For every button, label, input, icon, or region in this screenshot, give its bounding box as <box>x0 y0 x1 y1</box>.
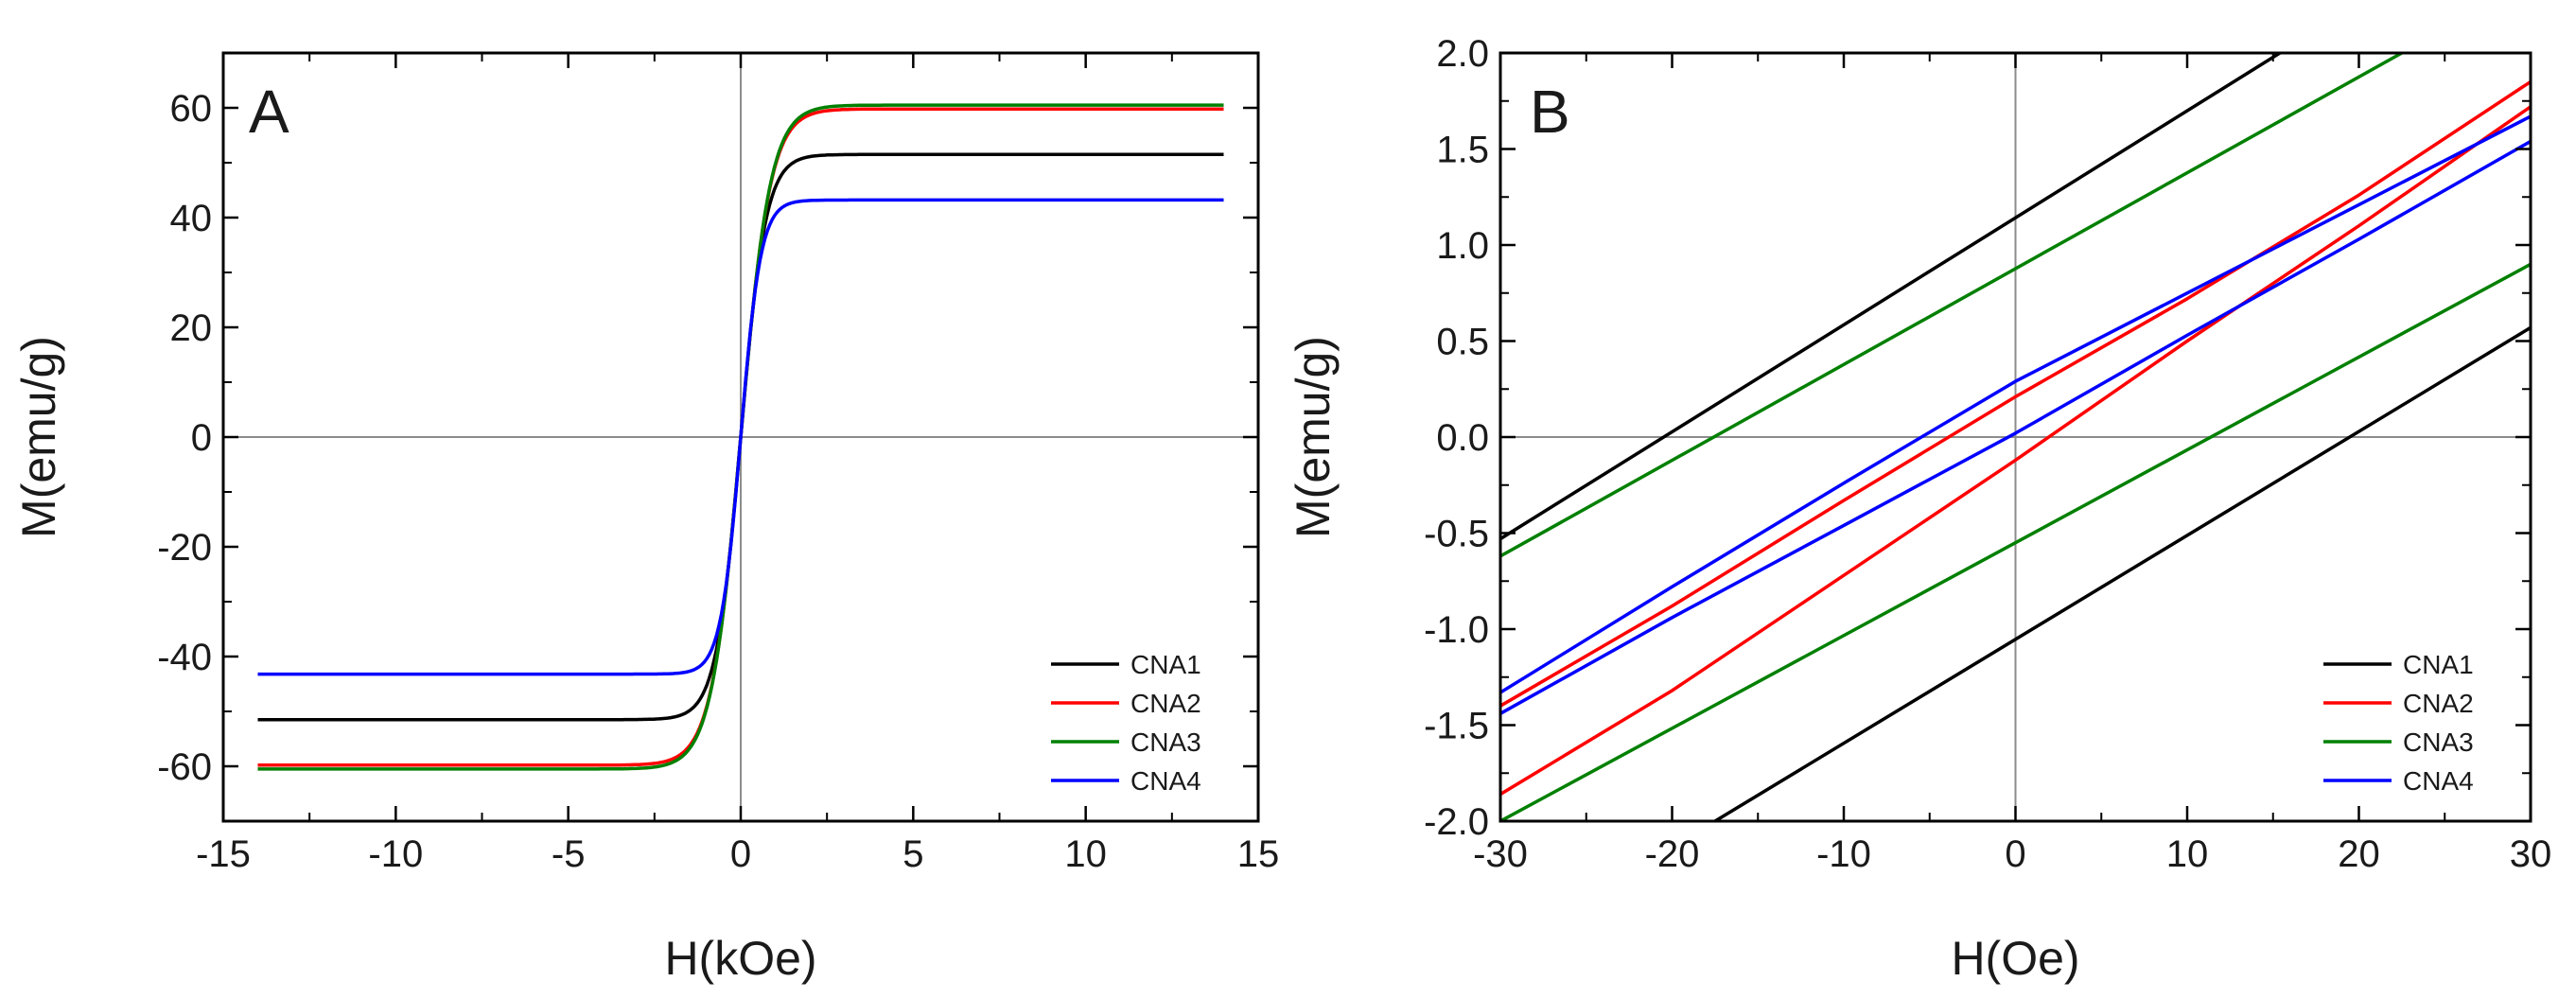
y-tick-label: -20 <box>157 527 212 569</box>
y-tick-label: -0.5 <box>1424 514 1489 555</box>
panel-label: B <box>1530 78 1570 146</box>
series-cna1-branch-upper <box>1500 53 2281 541</box>
legend-label-cna1: CNA1 <box>2403 650 2474 679</box>
chart-panel-b: -30 -20 -10 0 10 20 30 -2.0 -1.5 -1.0 -0.5 0.0 0.5 1.… <box>1287 33 2551 985</box>
y-tick-label: 60 <box>170 88 213 130</box>
x-tick-label: 5 <box>902 833 923 875</box>
y-tick-label: 0.0 <box>1436 417 1489 459</box>
x-tick-label: -20 <box>1645 833 1700 875</box>
legend-label-cna2: CNA2 <box>2403 689 2474 718</box>
y-tick-label: 0.5 <box>1436 322 1489 363</box>
x-tick-label: 15 <box>1237 833 1280 875</box>
x-tick-label: -5 <box>552 833 586 875</box>
series-cna2-branch-upper <box>1500 79 2531 708</box>
y-tick-label: -1.5 <box>1424 706 1489 747</box>
x-tick-label: 10 <box>2166 833 2209 875</box>
y-tick-label: 2.0 <box>1436 33 1489 75</box>
series-cna1-branch-lower <box>1713 325 2531 821</box>
y-tick-label: 40 <box>170 198 213 239</box>
x-axis-title: H(kOe) <box>664 932 816 985</box>
series-cna4-branch-upper <box>1500 114 2531 694</box>
series-cna4-branch-lower <box>1500 139 2531 715</box>
x-tick-label: -15 <box>196 833 251 875</box>
legend-label-cna3: CNA3 <box>2403 727 2474 757</box>
panel-label: A <box>249 78 289 146</box>
x-tick-label: -10 <box>1816 833 1871 875</box>
x-tick-label: 20 <box>2338 833 2380 875</box>
legend-label-cna2: CNA2 <box>1130 689 1201 718</box>
legend: CNA1 CNA2 CNA3 CNA4 <box>2323 650 2474 796</box>
x-tick-label: -10 <box>368 833 423 875</box>
x-tick-label: -30 <box>1473 833 1528 875</box>
y-tick-label: -1.0 <box>1424 609 1489 651</box>
y-tick-label: 1.0 <box>1436 225 1489 267</box>
y-axis-title: M(emu/g) <box>12 336 65 538</box>
y-tick-label: -40 <box>157 637 212 678</box>
legend: CNA1 CNA2 CNA3 CNA4 <box>1051 650 1201 796</box>
x-tick-label: 10 <box>1064 833 1107 875</box>
series-cna2-branch-lower <box>1500 105 2531 797</box>
y-tick-label: -60 <box>157 746 212 788</box>
y-tick-label: 0 <box>191 417 212 459</box>
legend-label-cna4: CNA4 <box>1130 766 1201 796</box>
series-group <box>257 103 1224 771</box>
series-cna4-line <box>257 198 1224 676</box>
legend-label-cna1: CNA1 <box>1130 650 1201 679</box>
y-axis-title: M(emu/g) <box>1287 336 1340 538</box>
series-cna3-branch-upper <box>1500 53 2403 558</box>
legend-label-cna3: CNA3 <box>1130 727 1201 757</box>
legend-label-cna4: CNA4 <box>2403 766 2474 796</box>
x-tick-label: 0 <box>2005 833 2025 875</box>
y-tick-label: 1.5 <box>1436 130 1489 171</box>
x-axis-title: H(Oe) <box>1951 932 2079 985</box>
y-tick-label: 20 <box>170 307 213 349</box>
series-cna3-branch-lower <box>1500 262 2531 821</box>
chart-panel-a: -15 -10 -5 0 5 10 15 -60 -40 -20 0 20 40 60 H(kOe) M(em… <box>12 51 1280 985</box>
x-tick-label: 30 <box>2510 833 2552 875</box>
series-group <box>1500 53 2531 821</box>
y-tick-label: -2.0 <box>1424 801 1489 843</box>
x-tick-label: 0 <box>730 833 751 875</box>
